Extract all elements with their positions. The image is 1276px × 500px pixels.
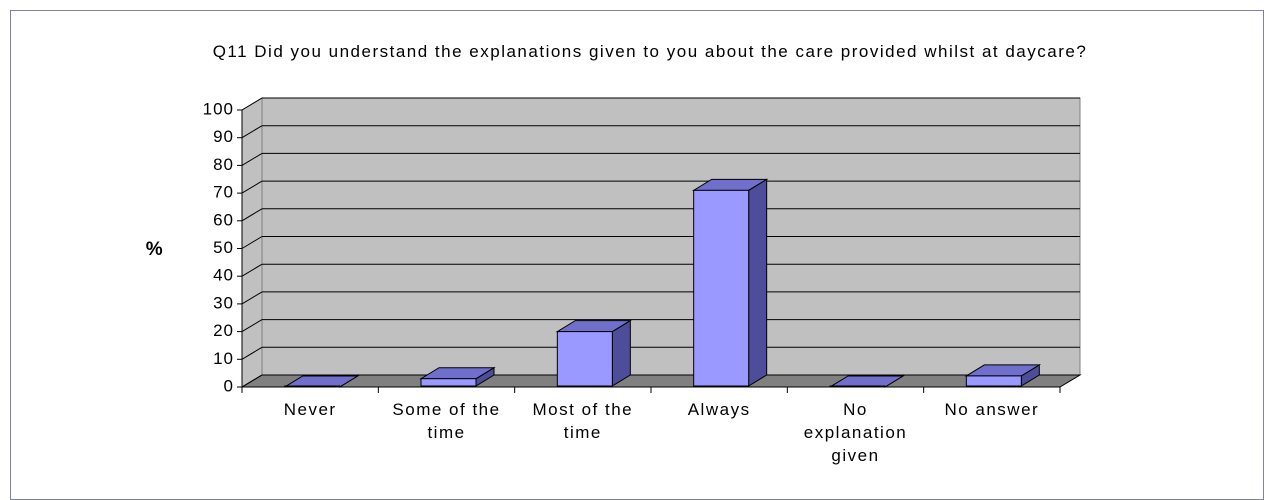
grid-line: [241, 319, 263, 333]
x-tick-label: Never: [283, 400, 337, 419]
grid-line: [241, 125, 263, 139]
bar: [284, 385, 341, 388]
grid-line: [241, 97, 263, 111]
y-tick-label: 40: [213, 266, 234, 285]
x-tick-label: Most of the time: [532, 400, 634, 442]
grid-line: [241, 263, 263, 277]
y-tick-label: 50: [213, 238, 234, 257]
bar: [965, 375, 1022, 387]
grid-line: [241, 236, 263, 249]
grid-line: [241, 374, 263, 388]
y-tick-label: 10: [213, 349, 234, 368]
x-tick-label: No answer: [944, 400, 1040, 419]
y-axis-label: %: [145, 239, 165, 260]
y-tick-label: 100: [203, 99, 234, 118]
bar: [693, 189, 750, 387]
y-tick-label: 80: [213, 155, 234, 174]
chart-title: Q11 Did you understand the explanations …: [212, 42, 1088, 61]
bar: [556, 331, 613, 387]
grid-line: [241, 208, 263, 222]
grid-line: [241, 291, 263, 305]
y-tick-label: 70: [213, 183, 234, 202]
grid-line: [241, 346, 263, 360]
y-tick-label: 0: [224, 376, 234, 395]
grid-line: [241, 180, 263, 194]
x-tick-label: Always: [687, 400, 751, 419]
y-tick-label: 60: [213, 210, 234, 229]
y-tick-label: 90: [213, 127, 234, 146]
bar-side: [748, 178, 768, 387]
x-tick-label: Some of the time: [392, 400, 501, 442]
x-tick-label: No explanation given: [803, 400, 908, 465]
y-tick-label: 20: [213, 321, 234, 340]
bar: [829, 385, 886, 388]
grid-line: [241, 152, 263, 166]
bar: [420, 378, 477, 387]
floor: [240, 374, 1082, 388]
y-tick-label: 30: [213, 293, 234, 312]
